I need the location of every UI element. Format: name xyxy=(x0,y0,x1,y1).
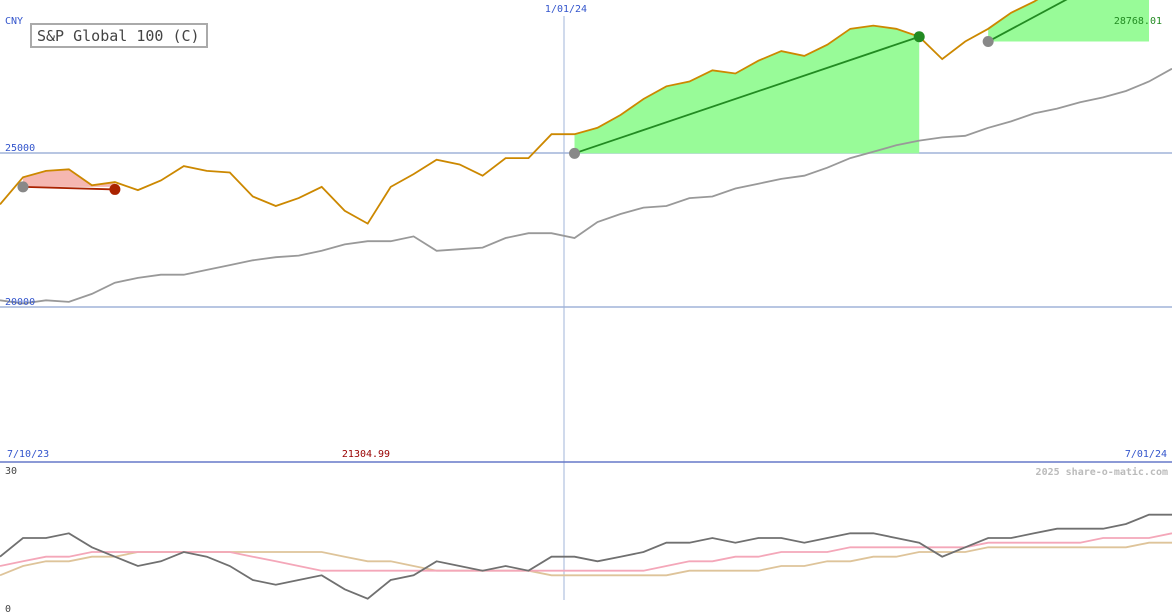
chart-title: S&P Global 100 (C) xyxy=(37,27,200,45)
trend-line-1 xyxy=(574,35,920,155)
trend-start-marker-1 xyxy=(569,147,581,159)
indicator-bottom-label: 0 xyxy=(5,604,11,615)
chart-title-box: S&P Global 100 (C) xyxy=(30,23,208,48)
indicator-line-2 xyxy=(0,513,1172,600)
date-label-mid: 1/01/24 xyxy=(545,4,587,15)
date-label-start: 7/10/23 xyxy=(7,449,49,460)
currency-label: CNY xyxy=(5,16,23,27)
date-label-end: 7/01/24 xyxy=(1125,449,1167,460)
main-panel: CNY 1/01/24 28768.01 25000 20000 7/10/23… xyxy=(0,0,1172,600)
trend-fill-red xyxy=(22,169,115,187)
last-value-label: 28768.01 xyxy=(1114,16,1162,27)
indicator-lines xyxy=(0,513,1172,600)
trend-start-marker-0 xyxy=(17,181,29,193)
trend-start-marker-2 xyxy=(982,36,994,48)
indicator-top-label: 30 xyxy=(5,466,17,477)
trend-fills xyxy=(22,0,1150,187)
trend-lines xyxy=(17,0,1068,195)
trend-line-2 xyxy=(987,0,1068,43)
trend-end-marker-1 xyxy=(913,31,925,43)
series-line-0 xyxy=(0,67,1172,305)
trend-fill-2 xyxy=(988,0,1150,42)
low-value-label: 21304.99 xyxy=(342,449,390,460)
y-tick-25000: 25000 xyxy=(5,143,35,154)
price-lines xyxy=(0,0,1172,305)
indicator-line-1 xyxy=(0,532,1172,572)
indicator-panel: 30 0 2025 share-o-matic.com xyxy=(0,466,1172,615)
watermark: 2025 share-o-matic.com xyxy=(1036,466,1168,478)
trend-end-marker-0 xyxy=(109,183,121,195)
trend-fill-1 xyxy=(574,25,920,154)
series-line-1 xyxy=(0,0,1039,225)
y-tick-20000: 20000 xyxy=(5,297,35,308)
trend-line-0 xyxy=(22,185,115,191)
